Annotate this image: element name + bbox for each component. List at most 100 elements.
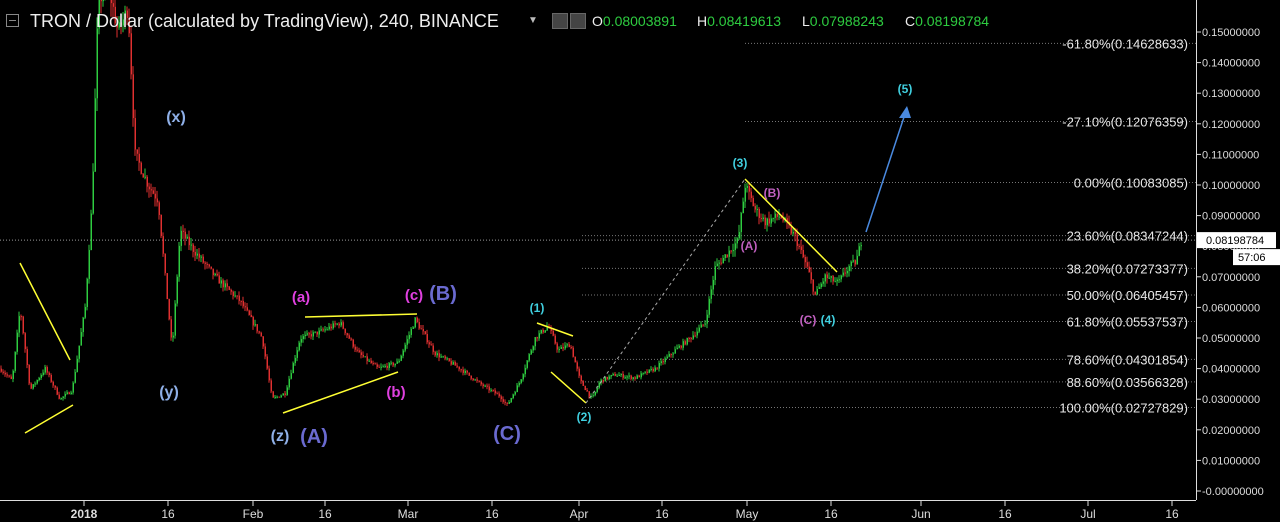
candle-body [436, 353, 438, 356]
candle-body [774, 213, 776, 218]
candle-body [502, 399, 504, 402]
candle-body [678, 345, 680, 348]
candle-body [74, 372, 76, 383]
candle-body [284, 393, 286, 395]
candle-body [670, 353, 672, 355]
candle-body [194, 251, 196, 256]
candle-body [52, 381, 54, 386]
candle-body [772, 217, 774, 219]
candle-body [322, 329, 324, 331]
candle-body [98, 0, 100, 29]
candle-body [274, 396, 276, 398]
candle-body [350, 338, 352, 340]
candle-body [510, 398, 512, 403]
candle-body [404, 344, 406, 351]
candle-body [168, 299, 170, 320]
trendlines [19, 106, 911, 434]
candle-body [334, 323, 336, 325]
candle-body [688, 338, 690, 340]
candle-body [500, 396, 502, 400]
y-tick-label: 0.05000000 [1202, 333, 1260, 345]
candle-body [32, 384, 34, 389]
settings-icon[interactable] [552, 13, 568, 29]
candle-body [764, 217, 766, 226]
candle-body [538, 333, 540, 339]
candle-body [14, 351, 16, 371]
candle-body [700, 324, 702, 328]
candle-body [290, 373, 292, 379]
visibility-icon[interactable] [570, 13, 586, 29]
candle-body [192, 244, 194, 252]
candle-body [734, 243, 736, 250]
candle-body [526, 360, 528, 368]
trendline [744, 178, 838, 273]
symbol-title[interactable]: TRON / Dollar (calculated by TradingView… [30, 11, 499, 31]
candle-body [792, 231, 794, 234]
candle-body [210, 266, 212, 269]
candle-body [312, 332, 314, 337]
y-tick-label: 0.04000000 [1202, 364, 1260, 376]
arrowhead-icon [899, 106, 911, 118]
fib-label: -61.80%(0.14628633) [1062, 36, 1188, 51]
wave-label: (x) [166, 109, 186, 126]
candle-body [246, 307, 248, 311]
candle-body [534, 337, 536, 347]
price-axis[interactable]: 0.15000000 0.14000000 0.13000000 0.12000000… [1196, 0, 1280, 500]
wave-label: (4) [821, 313, 836, 327]
candle-body [328, 326, 330, 330]
candle-body [376, 364, 378, 367]
time-axis[interactable]: 2018 16 Feb 16 Mar 16 Apr 16 May 16 Jun 16 Jul 16 [0, 500, 1196, 521]
candle-body [776, 213, 778, 217]
candle-body [200, 256, 202, 258]
candle-body [474, 379, 476, 381]
candle-body [470, 375, 472, 379]
candle-body [432, 345, 434, 352]
candle-body [612, 374, 614, 376]
candle-body [738, 232, 740, 239]
trendline [304, 313, 418, 318]
candle-body [370, 360, 372, 364]
candle-body [112, 3, 114, 7]
candle-body [710, 289, 712, 299]
candle-body [518, 382, 520, 386]
candle-body [614, 374, 616, 376]
candle-body [578, 368, 580, 376]
candle-body [324, 329, 326, 331]
candle-body [666, 356, 668, 359]
y-tick-label: 0.15000000 [1202, 27, 1260, 39]
candle-body [22, 316, 24, 334]
candle-body [348, 335, 350, 339]
candle-body [410, 328, 412, 335]
collapse-icon[interactable] [6, 14, 19, 27]
chevron-down-icon[interactable]: ▼ [528, 15, 538, 26]
candle-body [450, 361, 452, 365]
candle-body [68, 392, 70, 395]
candle-body [660, 361, 662, 364]
candle-body [392, 362, 394, 366]
wave-label: (a) [292, 289, 310, 306]
high-value: H0.08419613 [697, 13, 782, 29]
candle-body [316, 331, 318, 335]
candle-body [330, 326, 332, 329]
candle-body [236, 295, 238, 297]
candle-body [504, 401, 506, 403]
candle-body [822, 281, 824, 284]
candle-body [298, 342, 300, 351]
candle-body [0, 368, 2, 372]
candle-body [506, 402, 508, 404]
candle-body [176, 276, 178, 304]
candle-body [806, 262, 808, 267]
candle-body [138, 153, 140, 163]
y-tick-label: 0.10000000 [1202, 180, 1260, 192]
candle-body [650, 368, 652, 370]
candle-body [540, 329, 542, 334]
candle-body [744, 187, 746, 202]
candle-body [748, 186, 750, 192]
candle-body [4, 372, 6, 375]
candle-body [800, 246, 802, 250]
candle-body [224, 283, 226, 288]
candle-body [484, 385, 486, 387]
candle-body [164, 253, 166, 274]
candle-body [178, 245, 180, 277]
